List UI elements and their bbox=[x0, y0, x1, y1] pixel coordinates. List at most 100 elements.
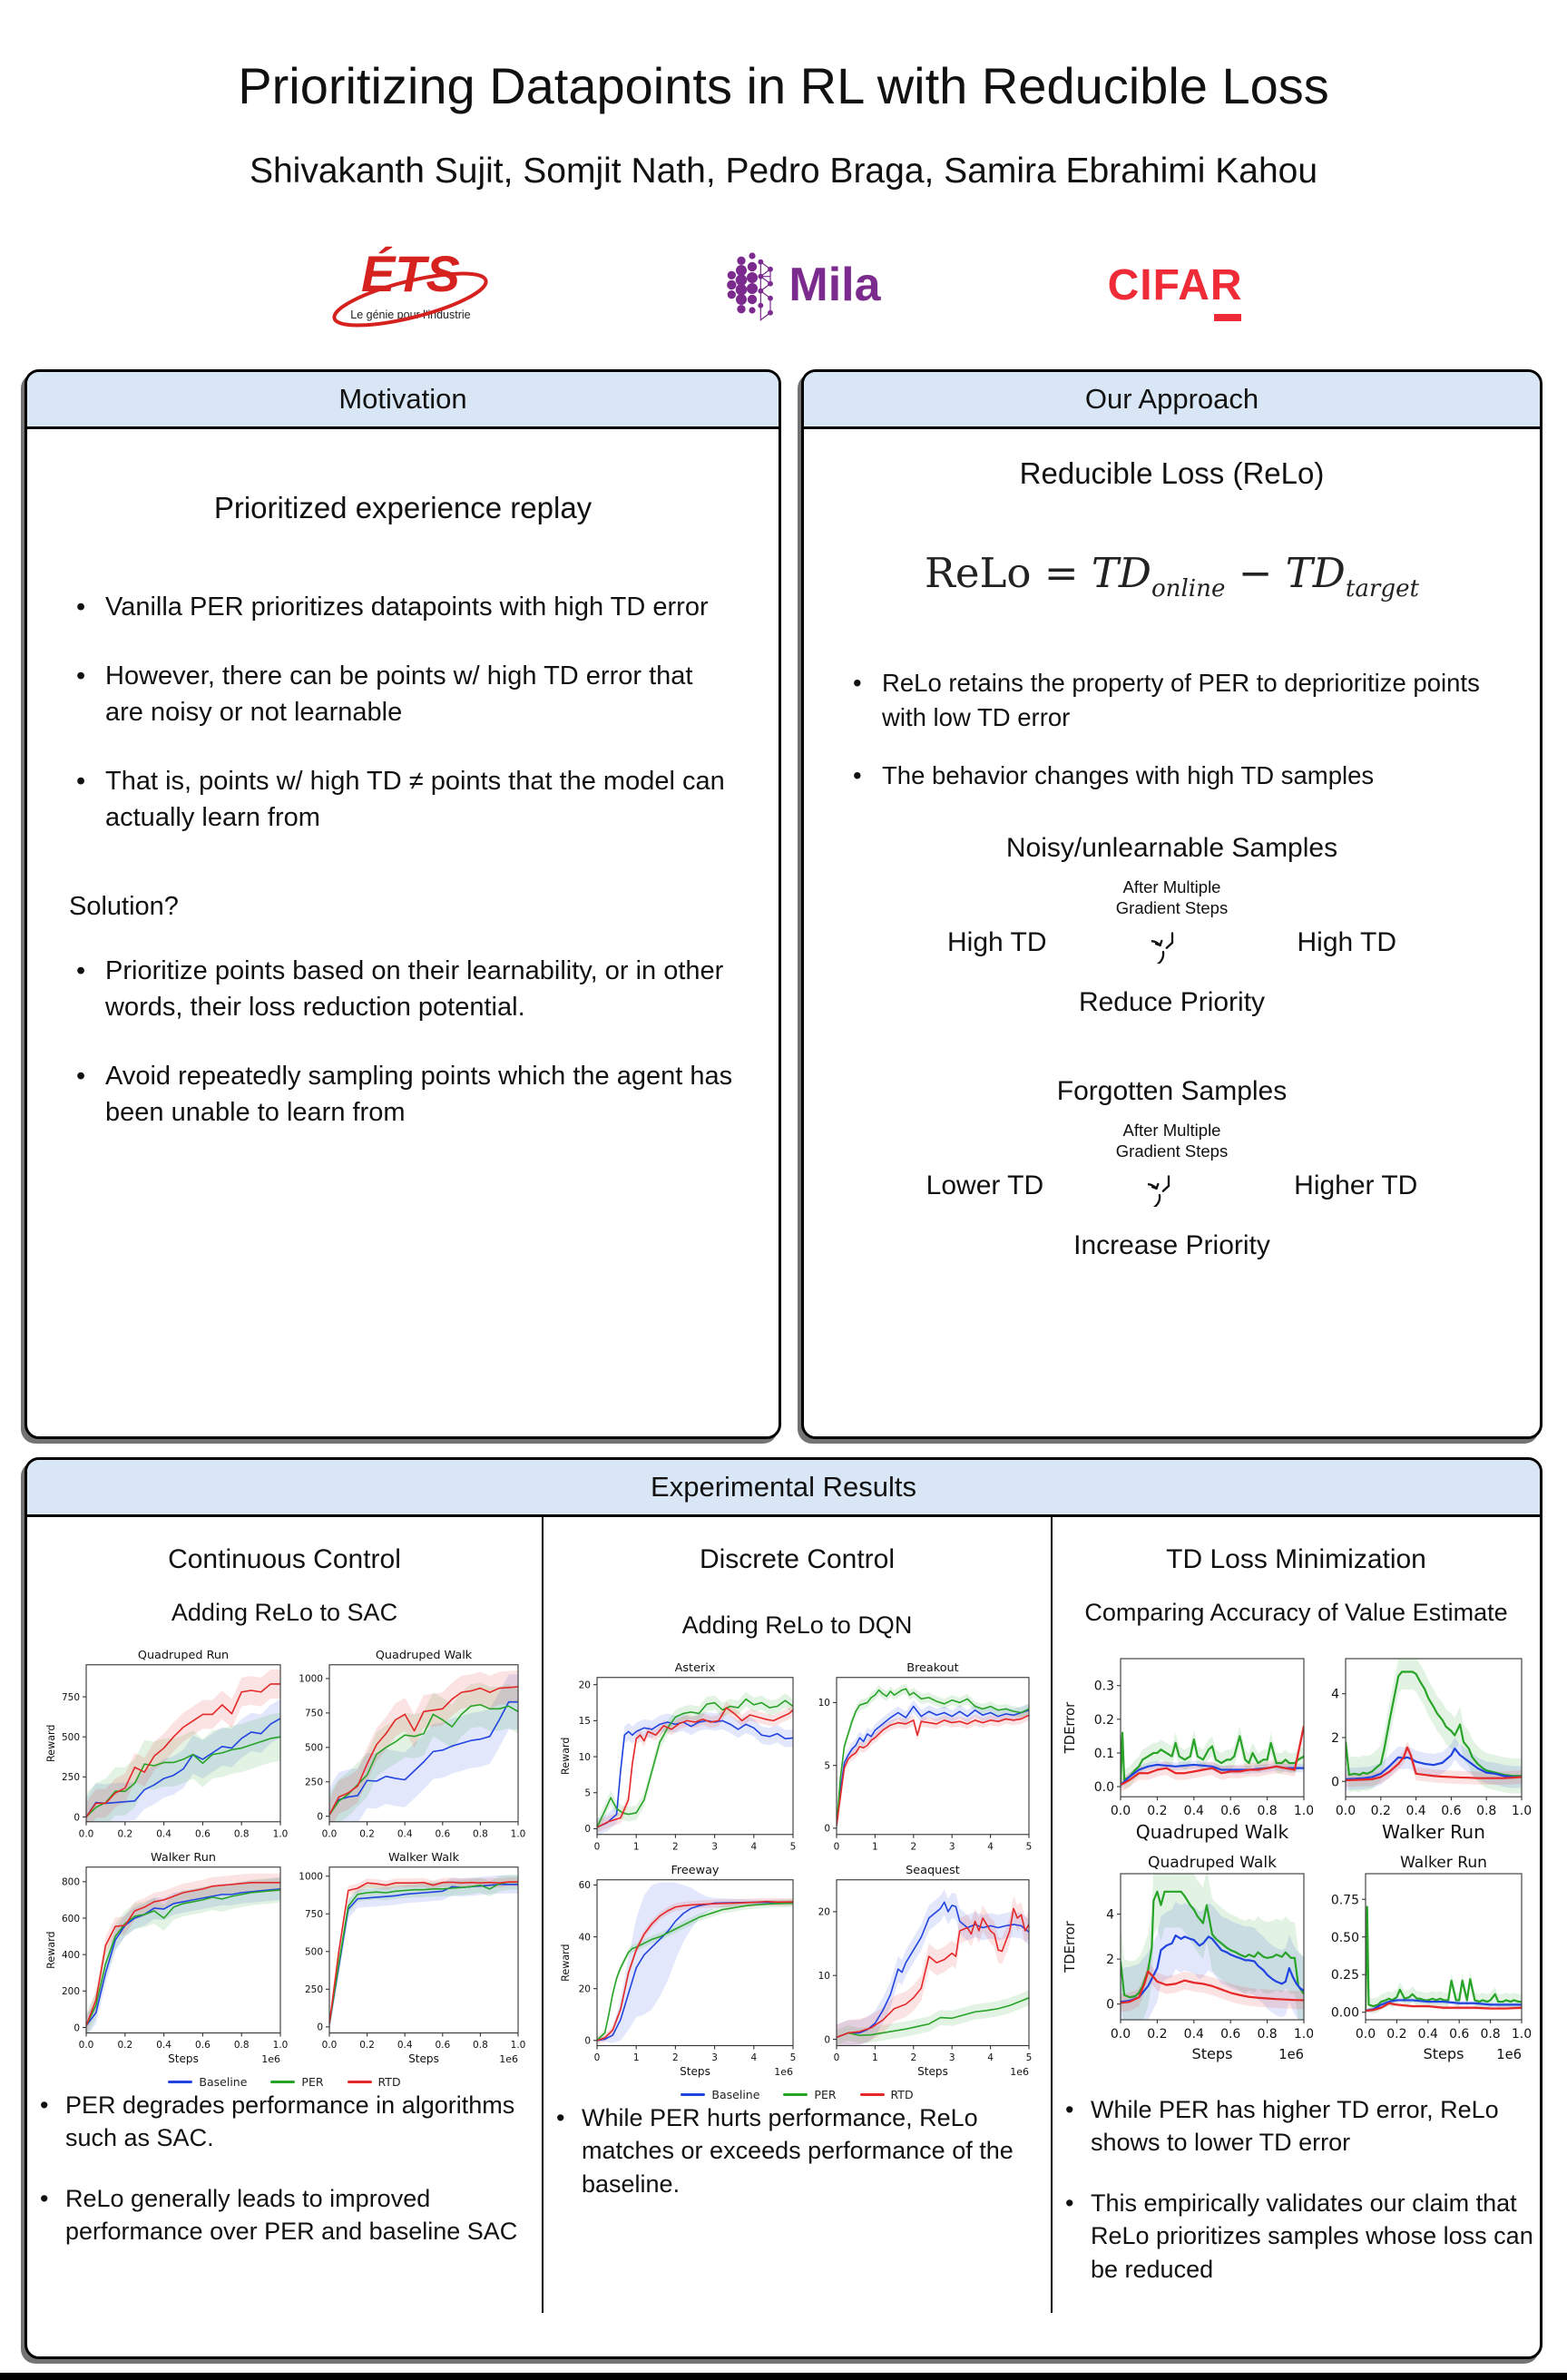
ets-swoosh-icon bbox=[332, 271, 489, 328]
approach-subtitle: Reducible Loss (ReLo) bbox=[1019, 456, 1325, 490]
solution-bullets: Prioritize points based on their learnab… bbox=[69, 953, 737, 1131]
svg-text:Seaquest: Seaquest bbox=[906, 1864, 960, 1877]
motivation-bullets: Vanilla PER prioritizes datapoints with … bbox=[69, 589, 737, 836]
svg-text:0.8: 0.8 bbox=[473, 2040, 488, 2051]
svg-text:0.4: 0.4 bbox=[397, 1828, 412, 1839]
svg-text:2: 2 bbox=[910, 2052, 916, 2063]
svg-text:500: 500 bbox=[304, 1743, 322, 1754]
svg-text:750: 750 bbox=[61, 1692, 79, 1703]
svg-text:750: 750 bbox=[304, 1709, 322, 1719]
svg-text:0: 0 bbox=[833, 1841, 839, 1852]
svg-text:1e6: 1e6 bbox=[1278, 2047, 1304, 2062]
svg-text:0: 0 bbox=[824, 2034, 830, 2045]
svg-text:1.0: 1.0 bbox=[1511, 1804, 1530, 1818]
logo-row: ÉTS Le génie pour l'industrie bbox=[0, 235, 1567, 335]
col3-title: TD Loss Minimization bbox=[1166, 1544, 1426, 1574]
per-legend-swatch bbox=[783, 2093, 808, 2096]
col1-subtitle: Adding ReLo to SAC bbox=[171, 1599, 398, 1626]
history-clock-icon bbox=[1148, 1175, 1170, 1208]
svg-text:1.0: 1.0 bbox=[1511, 2027, 1530, 2042]
svg-text:1.0: 1.0 bbox=[272, 1828, 288, 1839]
svg-text:1e6: 1e6 bbox=[1010, 2066, 1029, 2078]
motivation-subtitle: Prioritized experience replay bbox=[213, 491, 593, 524]
svg-text:1.0: 1.0 bbox=[510, 1828, 525, 1839]
svg-text:0.0: 0.0 bbox=[1335, 1804, 1355, 1818]
relo-formula: ReLo = TDonline − TDtarget bbox=[925, 549, 1419, 602]
svg-text:0.3: 0.3 bbox=[1093, 1680, 1113, 1694]
svg-text:TDError: TDError bbox=[1063, 1701, 1078, 1755]
svg-text:0.4: 0.4 bbox=[397, 2040, 412, 2051]
chart-td-walker-run-steps: 0.00 0.25 0.50 0.75 0.0 0.2 0.4 0.6 0.8 1.0 Walker… bbox=[1313, 1847, 1531, 2068]
svg-text:0.6: 0.6 bbox=[195, 2040, 211, 2051]
svg-text:250: 250 bbox=[304, 1778, 322, 1788]
svg-text:Quadruped Run: Quadruped Run bbox=[137, 1649, 228, 1662]
svg-text:0.2: 0.2 bbox=[117, 2040, 132, 2051]
motivation-panel: Motivation Prioritized experience replay… bbox=[24, 369, 781, 1439]
svg-text:0.0: 0.0 bbox=[1110, 1804, 1130, 1818]
svg-text:0.4: 0.4 bbox=[156, 1828, 171, 1839]
svg-text:0.2: 0.2 bbox=[1147, 1804, 1167, 1818]
forgotten-row: Lower TD Higher TD bbox=[846, 1165, 1498, 1208]
svg-text:0.6: 0.6 bbox=[435, 1828, 450, 1839]
col3-bullet: This empirically validates our claim tha… bbox=[1058, 2187, 1534, 2286]
svg-text:800: 800 bbox=[61, 1877, 79, 1888]
svg-text:600: 600 bbox=[61, 1914, 79, 1925]
cifar-logo: CIFAR bbox=[1107, 260, 1243, 321]
noisy-row: High TD High TD bbox=[846, 922, 1498, 965]
svg-text:60: 60 bbox=[578, 1880, 590, 1891]
svg-text:0.4: 0.4 bbox=[1417, 2027, 1437, 2042]
svg-text:1e6: 1e6 bbox=[1496, 2047, 1522, 2062]
svg-text:0.8: 0.8 bbox=[1480, 2027, 1500, 2042]
svg-text:0.4: 0.4 bbox=[1183, 1804, 1203, 1818]
svg-text:Reward: Reward bbox=[45, 1725, 57, 1762]
svg-text:0.2: 0.2 bbox=[117, 1828, 132, 1839]
svg-text:Steps: Steps bbox=[408, 2052, 439, 2065]
svg-text:0: 0 bbox=[1106, 1998, 1114, 2013]
svg-text:0.2: 0.2 bbox=[1370, 1804, 1390, 1818]
svg-text:0.75: 0.75 bbox=[1330, 1893, 1358, 1907]
svg-text:20: 20 bbox=[818, 1907, 829, 1918]
svg-text:0.0: 0.0 bbox=[1110, 2027, 1130, 2042]
svg-text:5: 5 bbox=[789, 2052, 796, 2063]
svg-text:0.2: 0.2 bbox=[1147, 2027, 1167, 2042]
approach-bullet: ReLo retains the property of PER to depr… bbox=[846, 666, 1498, 735]
svg-text:Reward: Reward bbox=[560, 1738, 572, 1775]
per-legend-swatch bbox=[270, 2081, 296, 2083]
svg-text:0.6: 0.6 bbox=[195, 1828, 211, 1839]
svg-text:Walker Run: Walker Run bbox=[151, 1851, 216, 1865]
svg-text:0.0: 0.0 bbox=[1093, 1780, 1113, 1795]
forgotten-samples-title: Forgotten Samples bbox=[1056, 1076, 1288, 1107]
svg-text:Steps: Steps bbox=[917, 2065, 948, 2078]
svg-text:2: 2 bbox=[1331, 1731, 1339, 1746]
svg-text:0.8: 0.8 bbox=[1257, 2027, 1277, 2042]
svg-text:250: 250 bbox=[61, 1772, 79, 1783]
svg-text:15: 15 bbox=[578, 1716, 590, 1727]
svg-text:1: 1 bbox=[632, 1841, 639, 1852]
col3-bullets: While PER has higher TD error, ReLo show… bbox=[1058, 2093, 1534, 2286]
svg-text:Reward: Reward bbox=[560, 1944, 572, 1981]
svg-text:Quadruped Walk: Quadruped Walk bbox=[1148, 1854, 1277, 1872]
forgotten-caption: After Multiple Gradient Steps bbox=[1115, 1121, 1229, 1161]
svg-text:0.1: 0.1 bbox=[1093, 1747, 1113, 1761]
svg-text:1: 1 bbox=[872, 2052, 878, 2063]
svg-text:0.0: 0.0 bbox=[78, 1828, 93, 1839]
svg-text:0: 0 bbox=[584, 1824, 591, 1835]
svg-text:0.4: 0.4 bbox=[156, 2040, 171, 2051]
svg-text:3: 3 bbox=[711, 1841, 718, 1852]
cifar-wordmark: CIFAR bbox=[1107, 260, 1243, 309]
approach-header: Our Approach bbox=[804, 372, 1540, 429]
approach-bullets: ReLo retains the property of PER to depr… bbox=[846, 666, 1498, 793]
svg-text:3: 3 bbox=[948, 2052, 955, 2063]
svg-text:Breakout: Breakout bbox=[906, 1661, 958, 1675]
svg-text:1e6: 1e6 bbox=[499, 2053, 518, 2065]
svg-text:Quadruped Walk: Quadruped Walk bbox=[375, 1649, 472, 1662]
page-bottom-strip bbox=[0, 2373, 1567, 2380]
svg-text:Walker Run: Walker Run bbox=[1400, 1854, 1487, 1872]
legend-label: PER bbox=[301, 2075, 324, 2089]
ets-logo: ÉTS Le génie pour l'industrie bbox=[324, 249, 496, 328]
motivation-header: Motivation bbox=[27, 372, 779, 429]
svg-text:0: 0 bbox=[593, 2052, 600, 2063]
history-clock-icon bbox=[1151, 932, 1173, 965]
chart-asterix: 0 5 10 15 20 0 1 2 3 4 5 Asterix Reward bbox=[557, 1656, 802, 1858]
